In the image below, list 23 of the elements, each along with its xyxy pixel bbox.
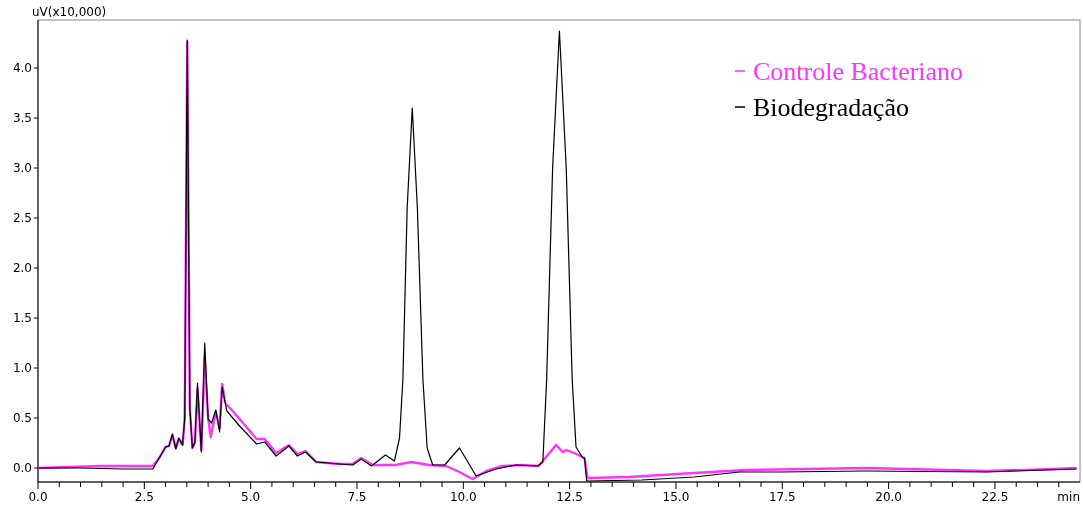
y-tick-label: 1.0 [12,361,32,375]
legend-label: Controle Bacteriano [753,57,964,86]
legend-label: Biodegradação [753,93,909,122]
x-tick-label: 17.5 [768,490,796,504]
y-tick-label: 4.0 [12,61,32,75]
x-tick-label: 0.0 [28,490,48,504]
x-tick-label: 7.5 [347,490,367,504]
y-tick-label: 0.5 [12,411,32,425]
y-tick-label: 2.5 [12,211,32,225]
x-tick-label: 10.0 [449,490,477,504]
y-tick-label: 1.5 [12,311,32,325]
x-tick-label: 15.0 [662,490,690,504]
y-tick-label: 0.0 [12,461,32,475]
y-tick-label: 3.0 [12,161,32,175]
x-tick-label: 5.0 [241,490,261,504]
x-tick-label: 2.5 [134,490,154,504]
x-tick-label: 22.5 [981,490,1009,504]
y-axis-title: uV(x10,000) [32,5,107,19]
x-tick-label: 20.0 [875,490,902,504]
y-tick-label: 3.5 [12,111,32,125]
x-tick-label: 12.5 [556,490,583,504]
y-tick-label: 2.0 [12,261,32,275]
x-axis-title: min [1057,490,1080,504]
